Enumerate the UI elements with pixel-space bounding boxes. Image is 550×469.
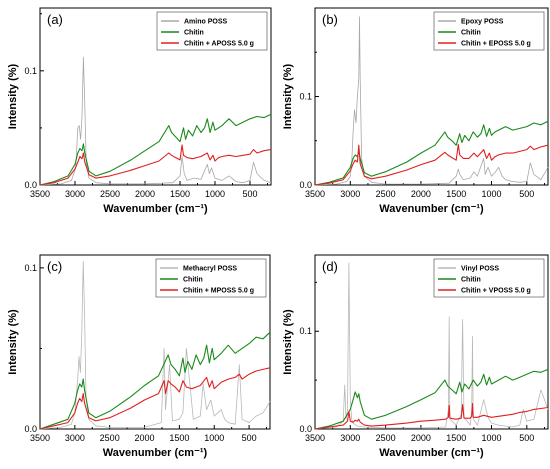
x-tick-label: 3000: [65, 433, 85, 443]
legend-entry: Chitin: [461, 277, 481, 284]
x-tick-label: 2000: [411, 433, 431, 443]
x-axis-label: Wavenumber (cm⁻¹): [103, 447, 208, 459]
panel-d: 3500 3000 2500 2000 1500 1000 500 0.0 0.1 Wavenum…: [282, 254, 549, 459]
x-tick-label: 500: [242, 433, 257, 443]
series-line-2: [39, 113, 272, 186]
x-tick-label: 500: [519, 433, 534, 443]
series-line-1: [314, 16, 549, 186]
x-tick-label: 2000: [411, 189, 431, 199]
legend-entry: Chitin: [184, 30, 204, 37]
y-axis-label: Intensity (%): [282, 309, 294, 375]
x-tick-label: 2500: [100, 433, 120, 443]
x-axis-label: Wavenumber (cm⁻¹): [103, 203, 208, 215]
x-tick-label: 2000: [135, 433, 155, 443]
x-axis-label: Wavenumber (cm⁻¹): [379, 203, 484, 215]
y-tick-label: 0.1: [24, 66, 37, 76]
x-tick-label: 3500: [30, 189, 50, 199]
panel-label: (a): [47, 12, 63, 27]
x-tick-label: 500: [519, 189, 534, 199]
y-tick-label: 0.0: [24, 180, 37, 190]
x-tick-label: 2500: [100, 189, 120, 199]
legend-entry: Chitin + APOSS 5.0 g: [184, 41, 254, 48]
x-tick-label: 2500: [376, 433, 396, 443]
x-tick-label: 3000: [340, 433, 360, 443]
x-tick-label: 1500: [170, 189, 190, 199]
series-line-3: [314, 143, 549, 186]
legend-entry: Methacryl POSS: [183, 266, 237, 273]
y-tick-label: 0.1: [24, 263, 37, 273]
legend-entry: Chitin: [461, 30, 481, 37]
x-tick-label: 3000: [65, 189, 85, 199]
series-line-1: [39, 260, 271, 430]
series-line-2: [314, 368, 549, 430]
x-tick-label: 3500: [305, 189, 325, 199]
x-tick-label: 500: [242, 189, 257, 199]
y-axis-label: Intensity (%): [7, 63, 19, 129]
legend-entry: Chitin + EPOSS 5.0 g: [461, 41, 531, 48]
panel-c: 3500 3000 2500 2000 1500 1000 500 0.0 0.1 Wavenum…: [7, 254, 271, 459]
y-tick-label: 0.0: [299, 424, 312, 434]
x-tick-label: 1500: [446, 189, 466, 199]
y-axis-label: Intensity (%): [282, 63, 294, 129]
panel-b: 3500 3000 2500 2000 1500 1000 500 0.0 0.1 Wavenum…: [282, 7, 549, 215]
series-line-3: [314, 403, 549, 430]
panel-label: (b): [322, 12, 338, 27]
legend-entry: Chitin: [183, 277, 203, 284]
x-tick-label: 1500: [446, 433, 466, 443]
panel-a: 3500 3000 2500 2000 1500 1000 500 0.0 0.1 Wavenum…: [7, 7, 272, 215]
y-tick-label: 0.0: [24, 424, 37, 434]
panel-label: (c): [47, 259, 62, 274]
x-tick-label: 1000: [205, 189, 225, 199]
series-line-3: [39, 144, 272, 186]
legend-entry: Chitin + VPOSS 5.0 g: [461, 288, 531, 295]
x-tick-label: 1000: [481, 433, 501, 443]
y-tick-label: 0.0: [299, 180, 312, 190]
series-line-1: [39, 56, 272, 186]
x-tick-label: 1500: [169, 433, 189, 443]
legend-entry: Vinyl POSS: [461, 266, 499, 273]
series-line-2: [39, 331, 271, 430]
x-axis-label: Wavenumber (cm⁻¹): [379, 447, 484, 459]
x-tick-label: 1000: [481, 189, 501, 199]
y-axis-label: Intensity (%): [7, 309, 19, 375]
x-tick-label: 2500: [376, 189, 396, 199]
legend-entry: Amino POSS: [184, 19, 228, 26]
legend-entry: Chitin + MPOSS 5.0 g: [183, 288, 254, 295]
x-tick-label: 3000: [340, 189, 360, 199]
legend-entry: Epoxy POSS: [461, 19, 504, 26]
x-tick-label: 2000: [135, 189, 155, 199]
series-line-3: [39, 367, 271, 430]
x-tick-label: 1000: [204, 433, 224, 443]
y-tick-label: 0.1: [299, 326, 312, 336]
panel-label: (d): [322, 259, 338, 274]
y-tick-label: 0.1: [299, 92, 312, 102]
x-tick-label: 3500: [305, 433, 325, 443]
x-tick-label: 3500: [30, 433, 50, 443]
